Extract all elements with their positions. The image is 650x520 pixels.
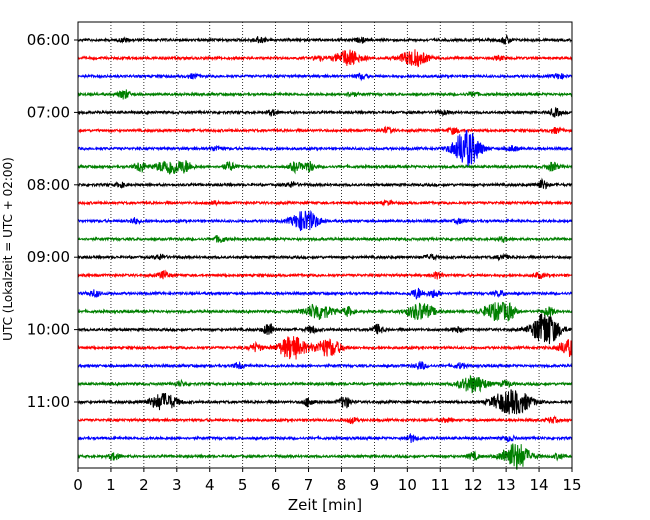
y-tick-label: 10:00 <box>27 321 70 339</box>
trace-0930 <box>77 287 573 300</box>
y-tick-label: 07:00 <box>27 103 70 121</box>
trace-0815 <box>77 198 573 207</box>
plot-frame <box>77 21 573 469</box>
trace-0800 <box>77 177 573 190</box>
trace-0915 <box>77 269 573 280</box>
y-axis-label: UTC (Lokalzeit = UTC + 02:00) <box>1 157 15 341</box>
trace-1130 <box>77 432 573 443</box>
trace-0730 <box>77 129 573 168</box>
trace-1030 <box>77 360 573 370</box>
trace-0645 <box>77 89 573 100</box>
trace-0900 <box>77 252 573 262</box>
x-tick-label: 10 <box>398 476 417 494</box>
trace-0745 <box>77 160 573 175</box>
x-tick-label: 13 <box>497 476 516 494</box>
x-tick-label: 5 <box>238 476 248 494</box>
x-tick-label: 11 <box>431 476 450 494</box>
trace-0845 <box>77 234 573 244</box>
y-tick-label: 08:00 <box>27 176 70 194</box>
x-tick-label: 7 <box>304 476 314 494</box>
x-tick-label: 2 <box>139 476 149 494</box>
x-tick-label: 14 <box>530 476 549 494</box>
x-tick-label: 3 <box>172 476 182 494</box>
traces-group <box>77 34 573 470</box>
y-axis: 06:00 07:00 08:00 09:00 10:00 11:00 <box>27 31 78 411</box>
trace-0600 <box>77 34 573 45</box>
trace-1015 <box>77 336 573 360</box>
y-tick-label: 06:00 <box>27 31 70 49</box>
x-tick-label: 1 <box>106 476 116 494</box>
x-tick-label: 0 <box>73 476 83 494</box>
x-axis-label: Zeit [min] <box>288 496 362 514</box>
x-tick-label: 6 <box>271 476 281 494</box>
trace-1000 <box>77 313 573 345</box>
y-tick-label: 11:00 <box>27 393 70 411</box>
trace-1045 <box>77 374 573 394</box>
grid-group <box>110 22 540 468</box>
trace-0630 <box>77 72 573 82</box>
trace-0830 <box>77 209 573 232</box>
x-axis: 0 1 2 3 4 5 6 7 8 9 10 11 12 13 14 15 <box>73 468 582 494</box>
trace-0615 <box>77 49 573 68</box>
x-tick-label: 8 <box>337 476 347 494</box>
y-tick-label: 09:00 <box>27 248 70 266</box>
trace-1145 <box>77 443 573 470</box>
x-tick-label: 9 <box>370 476 380 494</box>
x-tick-label: 4 <box>205 476 215 494</box>
trace-1115 <box>77 415 573 425</box>
trace-0700 <box>77 106 573 118</box>
x-tick-label: 15 <box>562 476 581 494</box>
trace-1100 <box>77 389 573 415</box>
x-tick-label: 12 <box>464 476 483 494</box>
trace-0945 <box>77 301 573 322</box>
trace-0715 <box>77 125 573 136</box>
